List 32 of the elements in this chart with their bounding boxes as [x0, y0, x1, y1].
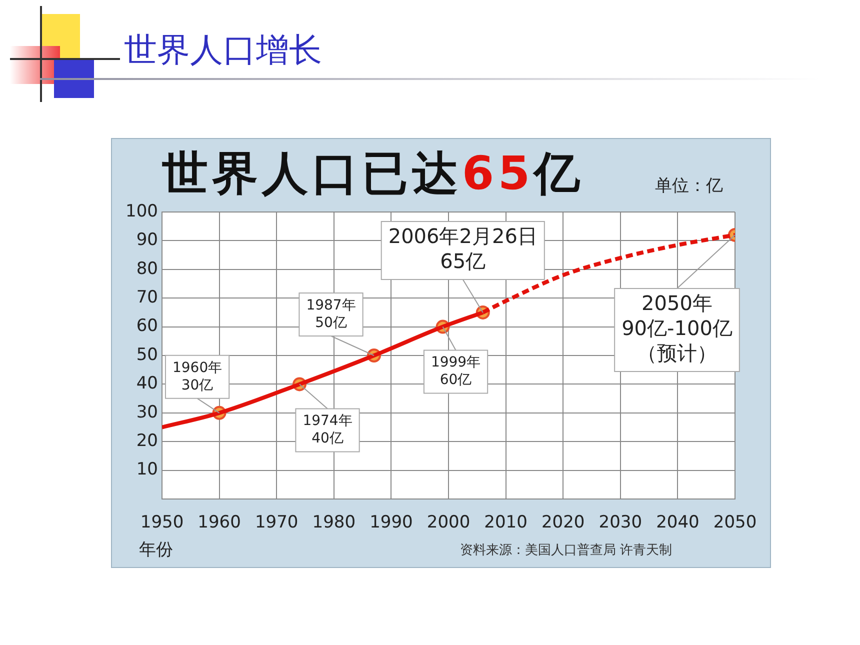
y-tick-label: 90 [136, 230, 158, 250]
annotation: 1974年 40亿 [302, 413, 352, 447]
x-tick-label: 1990 [370, 512, 413, 533]
y-tick-label: 60 [136, 316, 158, 336]
x-tick-label: 1950 [140, 512, 184, 533]
x-tick-label: 1970 [254, 512, 298, 533]
annotation: 2050年 90亿-100亿（预计） [622, 291, 732, 366]
y-tick-label: 40 [136, 374, 158, 394]
x-tick-label: 1980 [312, 512, 356, 533]
x-tick-label: 2000 [426, 512, 470, 533]
chart-title: 世界人口增长 [124, 29, 322, 71]
y-tick-label: 50 [136, 344, 158, 365]
x-tick-label: 2050 [713, 512, 757, 533]
annotation: 1960年 30亿 [172, 360, 222, 394]
annotation: 2006年2月26日 65亿 [388, 224, 538, 274]
x-tick-label: 2040 [656, 512, 700, 533]
text: 资料来源：美国人口普查局 许青天制 [460, 542, 672, 559]
annotation: 1999年 60亿 [430, 354, 481, 388]
annotation: 1987年 50亿 [306, 297, 356, 331]
y-tick-label: 10 [136, 460, 158, 480]
y-tick-label: 30 [136, 402, 158, 422]
x-tick-label: 1960 [198, 512, 241, 533]
y-tick-label: 100 [126, 201, 158, 222]
x-tick-label: 2020 [541, 512, 585, 533]
x-tick-label: 2030 [598, 512, 642, 533]
y-axis-title: 单位：亿 [655, 175, 723, 197]
y-tick-label: 80 [136, 258, 158, 279]
chart-subtitle: 世界人口已达65亿 [162, 146, 584, 200]
x-tick-label: 2010 [484, 512, 528, 533]
x-axis-title: 年份 [139, 539, 173, 561]
y-tick-label: 20 [136, 431, 158, 452]
y-tick-label: 70 [136, 288, 158, 308]
